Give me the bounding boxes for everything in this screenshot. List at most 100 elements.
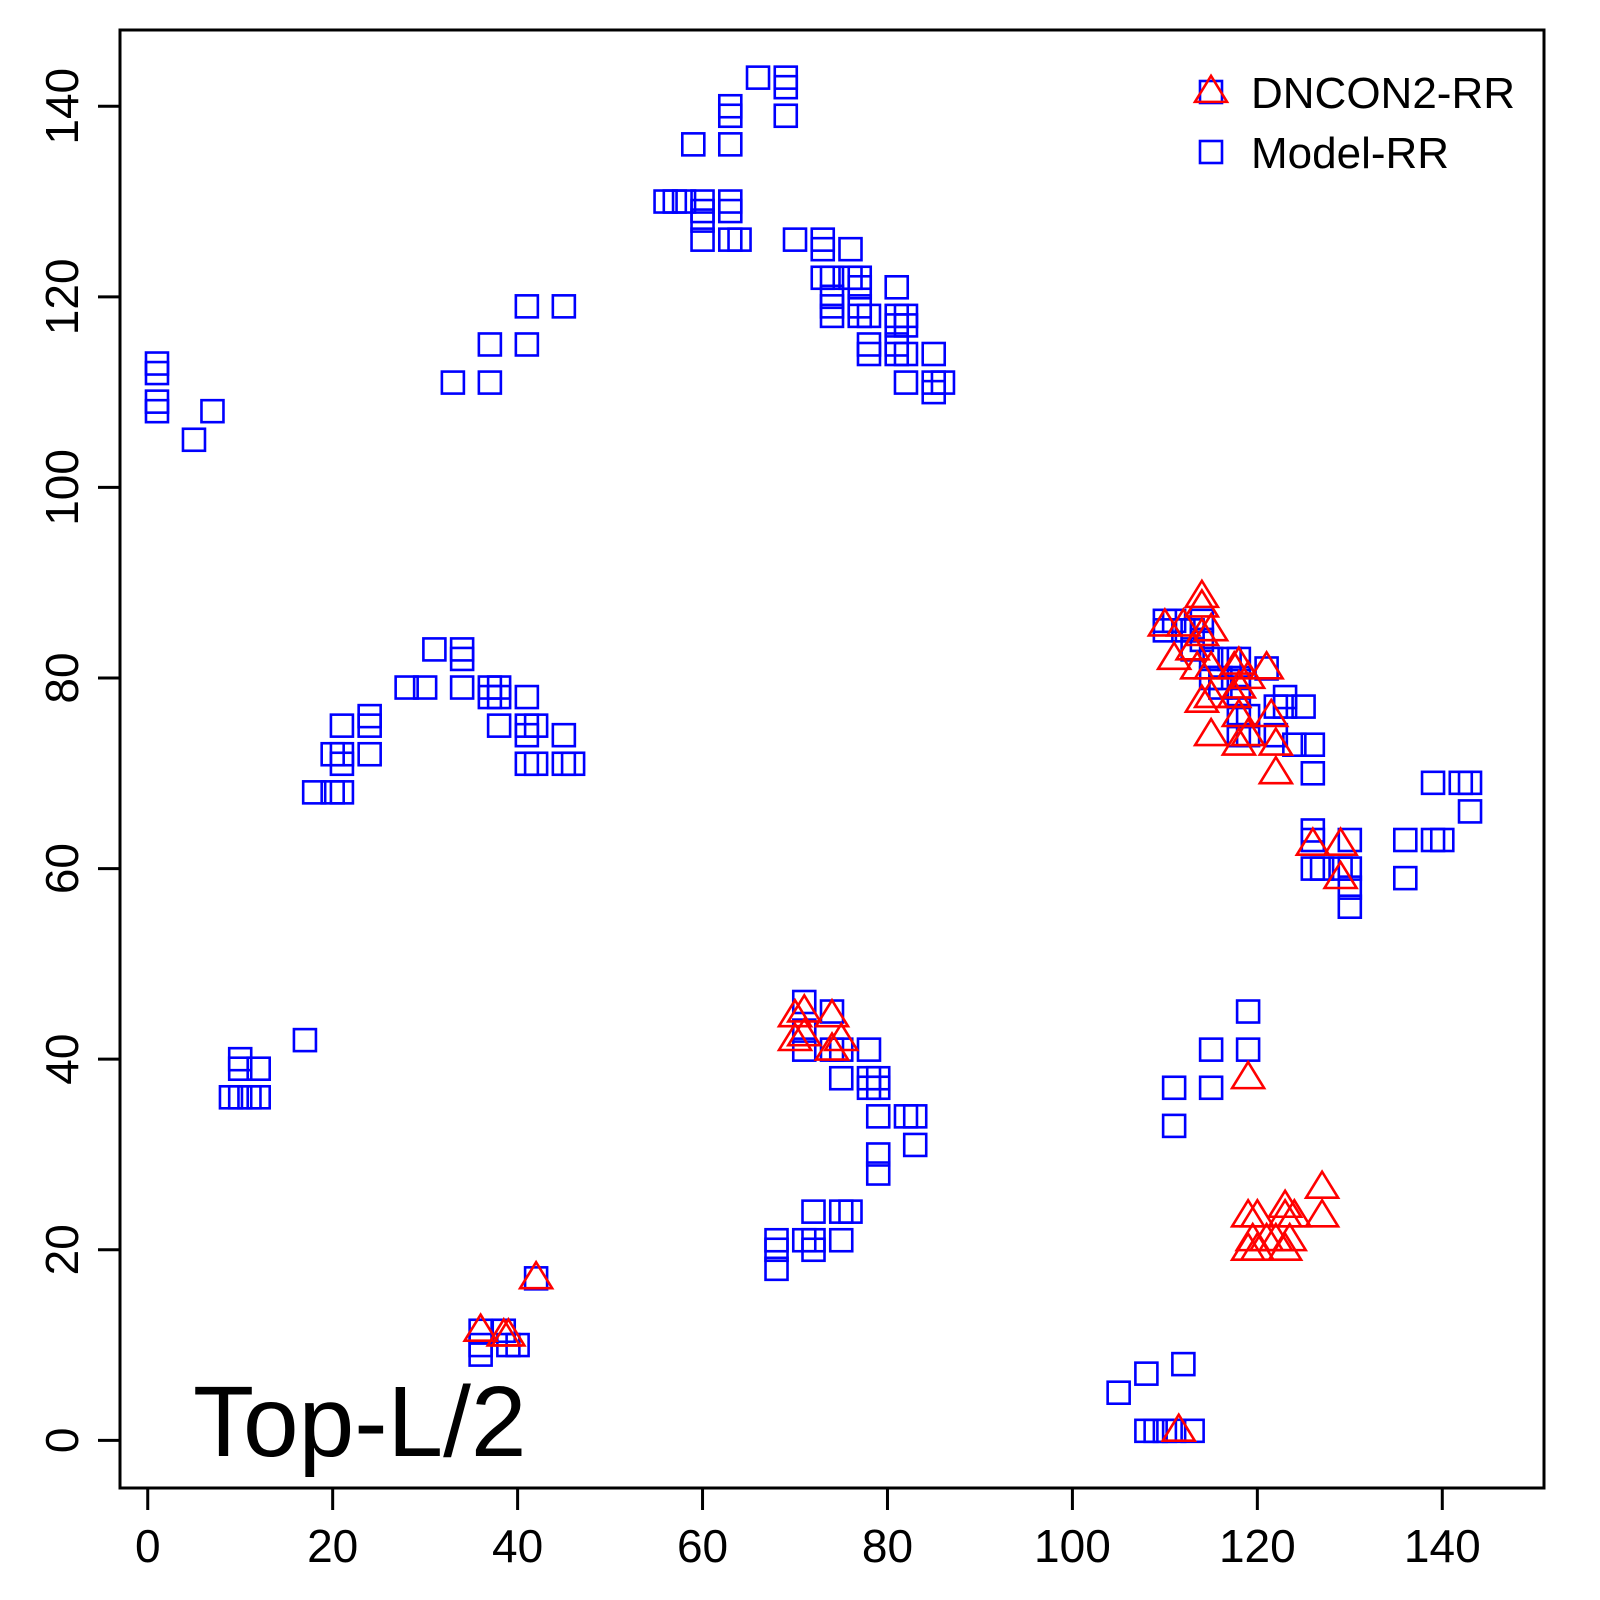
dncon2-rr-point xyxy=(1155,640,1193,671)
model-rr-point xyxy=(1457,799,1483,824)
model-rr-point xyxy=(893,370,919,395)
dncon2-rr-point xyxy=(1192,678,1230,709)
model-rr-point xyxy=(1309,856,1335,881)
y-tick-label: 0 xyxy=(36,1428,88,1454)
model-rr-point xyxy=(227,1046,253,1072)
model-rr-point xyxy=(1198,1075,1224,1101)
model-rr-point xyxy=(680,132,706,157)
model-rr-point xyxy=(838,236,863,262)
model-rr-point xyxy=(394,675,419,700)
model-rr-point xyxy=(181,427,207,453)
model-rr-point xyxy=(1180,618,1205,643)
y-axis: 0 20 40 60 80 100 120 140 xyxy=(36,68,122,1454)
model-rr-point xyxy=(671,189,697,214)
model-rr-point xyxy=(1134,1361,1159,1386)
model-rr-point xyxy=(1392,865,1418,891)
dncon2-rr-point xyxy=(1252,697,1290,728)
dncon2-rr-point xyxy=(1303,1169,1341,1200)
dncon2-rr-point xyxy=(1271,1221,1309,1252)
y-tick-label: 100 xyxy=(36,449,88,526)
model-rr-point xyxy=(828,1065,854,1091)
model-rr-point xyxy=(884,274,910,300)
model-rr-point xyxy=(856,341,882,367)
model-rr-point xyxy=(449,646,475,672)
model-rr-point xyxy=(847,303,873,329)
x-tick-label: 140 xyxy=(1404,1520,1481,1572)
model-rr-point xyxy=(884,332,910,357)
model-rr-point xyxy=(412,675,438,700)
model-rr-point xyxy=(1300,856,1326,881)
legend-marker-triangle xyxy=(1192,73,1230,104)
model-rr-point xyxy=(144,351,170,376)
model-rr-point xyxy=(662,189,688,214)
dncon2-rr-point xyxy=(1183,616,1221,647)
x-tick-label: 20 xyxy=(307,1520,358,1572)
y-tick-label: 80 xyxy=(36,652,88,703)
model-rr-point xyxy=(329,751,355,777)
legend-marker-square xyxy=(1198,79,1224,105)
model-rr-point xyxy=(717,189,743,214)
model-rr-point xyxy=(551,722,577,748)
model-rr-point xyxy=(449,637,475,662)
model-rr-point xyxy=(144,389,170,414)
dncon2-rr-point xyxy=(813,1031,851,1061)
model-rr-point xyxy=(514,751,540,777)
model-rr-point xyxy=(717,198,743,224)
model-rr-point xyxy=(1300,818,1326,843)
model-rr-point xyxy=(357,703,382,729)
model-rr-point xyxy=(1235,999,1261,1024)
model-rr-point xyxy=(884,303,910,329)
model-rr-point xyxy=(764,1256,789,1282)
model-rr-point xyxy=(865,1142,891,1167)
model-rr-point xyxy=(865,1161,891,1186)
y-tick-label: 140 xyxy=(36,68,88,145)
model-rr-point xyxy=(1392,827,1418,853)
legend: DNCON2-RR Model-RR xyxy=(1192,69,1515,178)
model-rr-point xyxy=(329,741,355,767)
legend-marker-square xyxy=(1198,139,1224,165)
model-rr-point xyxy=(828,1199,854,1224)
model-rr-point xyxy=(893,303,919,329)
x-tick-label: 0 xyxy=(135,1520,161,1572)
model-rr-point xyxy=(764,1227,789,1253)
x-tick-label: 80 xyxy=(862,1520,913,1572)
dncon2-rr-point xyxy=(1229,1059,1267,1090)
model-rr-point xyxy=(856,1075,882,1101)
model-rr-point xyxy=(856,332,882,357)
model-rr-point xyxy=(246,1056,272,1082)
legend-label-dncon2-rr: DNCON2-RR xyxy=(1251,69,1515,118)
model-rr-point xyxy=(856,1037,882,1062)
model-rr-point xyxy=(329,780,355,805)
y-tick-label: 40 xyxy=(36,1034,88,1085)
model-rr-point xyxy=(819,284,845,310)
dncon2-rr-point xyxy=(1146,606,1184,637)
dncon2-rr-point xyxy=(822,1021,860,1052)
model-rr-point xyxy=(320,741,345,767)
model-rr-point xyxy=(791,1227,817,1253)
model-rr-point xyxy=(551,751,577,777)
model-rr-point xyxy=(523,713,549,738)
model-rr-point xyxy=(486,713,512,738)
model-rr-point xyxy=(560,751,586,777)
panel-label: Top-L/2 xyxy=(193,1366,527,1478)
model-rr-point xyxy=(856,303,882,329)
dncon2-rr-point xyxy=(490,1316,527,1347)
model-rr-point xyxy=(1328,856,1353,881)
dncon2-rr-point xyxy=(1220,668,1258,699)
dncon2-rr-point xyxy=(776,1021,814,1052)
model-rr-point xyxy=(1429,827,1455,853)
model-rr-point xyxy=(847,294,873,319)
model-rr-point xyxy=(921,341,947,367)
model-rr-point xyxy=(1161,1113,1187,1139)
model-rr-point xyxy=(1457,770,1483,796)
model-rr-point xyxy=(477,675,503,700)
model-rr-point xyxy=(1337,827,1363,853)
model-rr-point xyxy=(921,379,947,405)
model-rr-point xyxy=(514,713,540,738)
model-rr-point xyxy=(301,780,327,805)
model-rr-point xyxy=(523,1266,549,1291)
model-rr-point xyxy=(902,1132,928,1158)
dncon2-rr-point xyxy=(462,1312,499,1342)
model-rr-point xyxy=(1106,1380,1131,1406)
dncon2-rr-point xyxy=(1220,726,1258,756)
